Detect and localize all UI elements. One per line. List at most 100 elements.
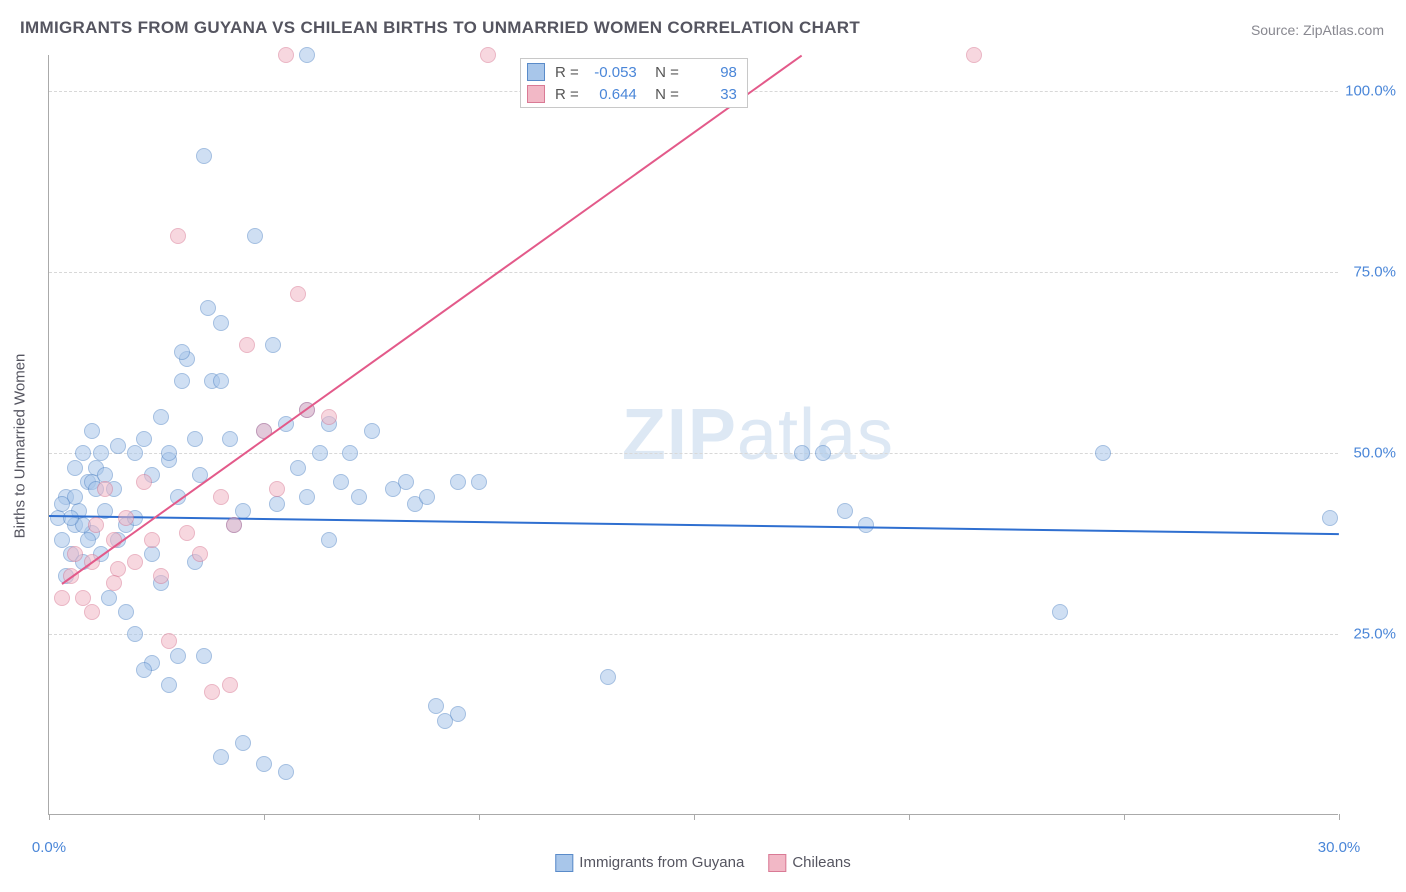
scatter-point <box>269 481 285 497</box>
scatter-point <box>153 409 169 425</box>
source-label: Source: ZipAtlas.com <box>1251 22 1384 38</box>
scatter-point <box>67 546 83 562</box>
gridline <box>49 634 1338 635</box>
scatter-point <box>966 47 982 63</box>
scatter-point <box>321 532 337 548</box>
x-tick <box>909 814 910 820</box>
legend-row: R = -0.053 N = 98 <box>527 61 737 83</box>
legend-swatch <box>555 854 573 872</box>
scatter-point <box>299 489 315 505</box>
scatter-point <box>600 669 616 685</box>
x-tick <box>1124 814 1125 820</box>
scatter-point <box>67 460 83 476</box>
scatter-point <box>88 517 104 533</box>
scatter-point <box>110 438 126 454</box>
scatter-point <box>342 445 358 461</box>
scatter-point <box>837 503 853 519</box>
legend-r-label: R = <box>555 86 579 103</box>
x-tick-label: 0.0% <box>32 839 66 856</box>
plot-area: ZIPatlas 25.0%50.0%75.0%100.0%0.0%30.0% <box>48 55 1338 815</box>
scatter-point <box>450 474 466 490</box>
scatter-point <box>63 510 79 526</box>
scatter-point <box>127 626 143 642</box>
trend-line <box>61 55 802 585</box>
x-tick-label: 30.0% <box>1318 839 1361 856</box>
scatter-point <box>226 517 242 533</box>
scatter-point <box>75 590 91 606</box>
legend-swatch <box>527 85 545 103</box>
scatter-point <box>1052 604 1068 620</box>
legend-item: Chileans <box>768 854 850 872</box>
scatter-point <box>235 503 251 519</box>
trend-line <box>49 515 1339 535</box>
x-tick <box>264 814 265 820</box>
scatter-point <box>222 431 238 447</box>
y-tick-label: 25.0% <box>1353 626 1396 643</box>
legend-swatch <box>527 63 545 81</box>
scatter-point <box>161 633 177 649</box>
scatter-point <box>97 481 113 497</box>
scatter-point <box>200 300 216 316</box>
scatter-point <box>815 445 831 461</box>
chart-title: IMMIGRANTS FROM GUYANA VS CHILEAN BIRTHS… <box>20 18 860 38</box>
legend-item: Immigrants from Guyana <box>555 854 744 872</box>
scatter-point <box>174 344 190 360</box>
scatter-point <box>480 47 496 63</box>
scatter-point <box>428 698 444 714</box>
scatter-point <box>187 431 203 447</box>
scatter-point <box>170 648 186 664</box>
scatter-point <box>136 662 152 678</box>
scatter-point <box>106 575 122 591</box>
watermark: ZIPatlas <box>622 394 894 476</box>
y-axis-label: Births to Unmarried Women <box>12 354 29 539</box>
scatter-point <box>278 47 294 63</box>
legend-n-label: N = <box>647 86 679 103</box>
scatter-point <box>351 489 367 505</box>
scatter-point <box>1322 510 1338 526</box>
scatter-point <box>321 409 337 425</box>
scatter-point <box>84 423 100 439</box>
scatter-point <box>450 706 466 722</box>
scatter-point <box>196 148 212 164</box>
scatter-point <box>118 510 134 526</box>
legend-r-value: -0.053 <box>589 64 637 81</box>
scatter-point <box>136 431 152 447</box>
y-tick-label: 100.0% <box>1345 83 1396 100</box>
scatter-point <box>299 47 315 63</box>
scatter-point <box>235 735 251 751</box>
x-tick <box>479 814 480 820</box>
scatter-point <box>80 532 96 548</box>
scatter-point <box>101 590 117 606</box>
legend-series: Immigrants from Guyana Chileans <box>555 854 850 872</box>
scatter-point <box>127 554 143 570</box>
scatter-point <box>204 684 220 700</box>
scatter-point <box>179 525 195 541</box>
scatter-point <box>265 337 281 353</box>
scatter-point <box>174 373 190 389</box>
legend-n-value: 98 <box>689 64 737 81</box>
scatter-point <box>794 445 810 461</box>
scatter-point <box>144 546 160 562</box>
scatter-point <box>54 532 70 548</box>
scatter-point <box>1095 445 1111 461</box>
scatter-point <box>419 489 435 505</box>
scatter-point <box>54 496 70 512</box>
gridline <box>49 272 1338 273</box>
y-tick-label: 75.0% <box>1353 264 1396 281</box>
scatter-point <box>312 445 328 461</box>
scatter-point <box>256 756 272 772</box>
scatter-point <box>278 764 294 780</box>
scatter-point <box>118 604 134 620</box>
legend-n-label: N = <box>647 64 679 81</box>
scatter-point <box>471 474 487 490</box>
scatter-point <box>213 373 229 389</box>
legend-correlation-box: R = -0.053 N = 98R = 0.644 N = 33 <box>520 58 748 108</box>
scatter-point <box>136 474 152 490</box>
legend-label: Immigrants from Guyana <box>579 854 744 871</box>
scatter-point <box>153 568 169 584</box>
scatter-point <box>170 228 186 244</box>
scatter-point <box>84 604 100 620</box>
scatter-point <box>222 677 238 693</box>
x-tick <box>694 814 695 820</box>
legend-n-value: 33 <box>689 86 737 103</box>
